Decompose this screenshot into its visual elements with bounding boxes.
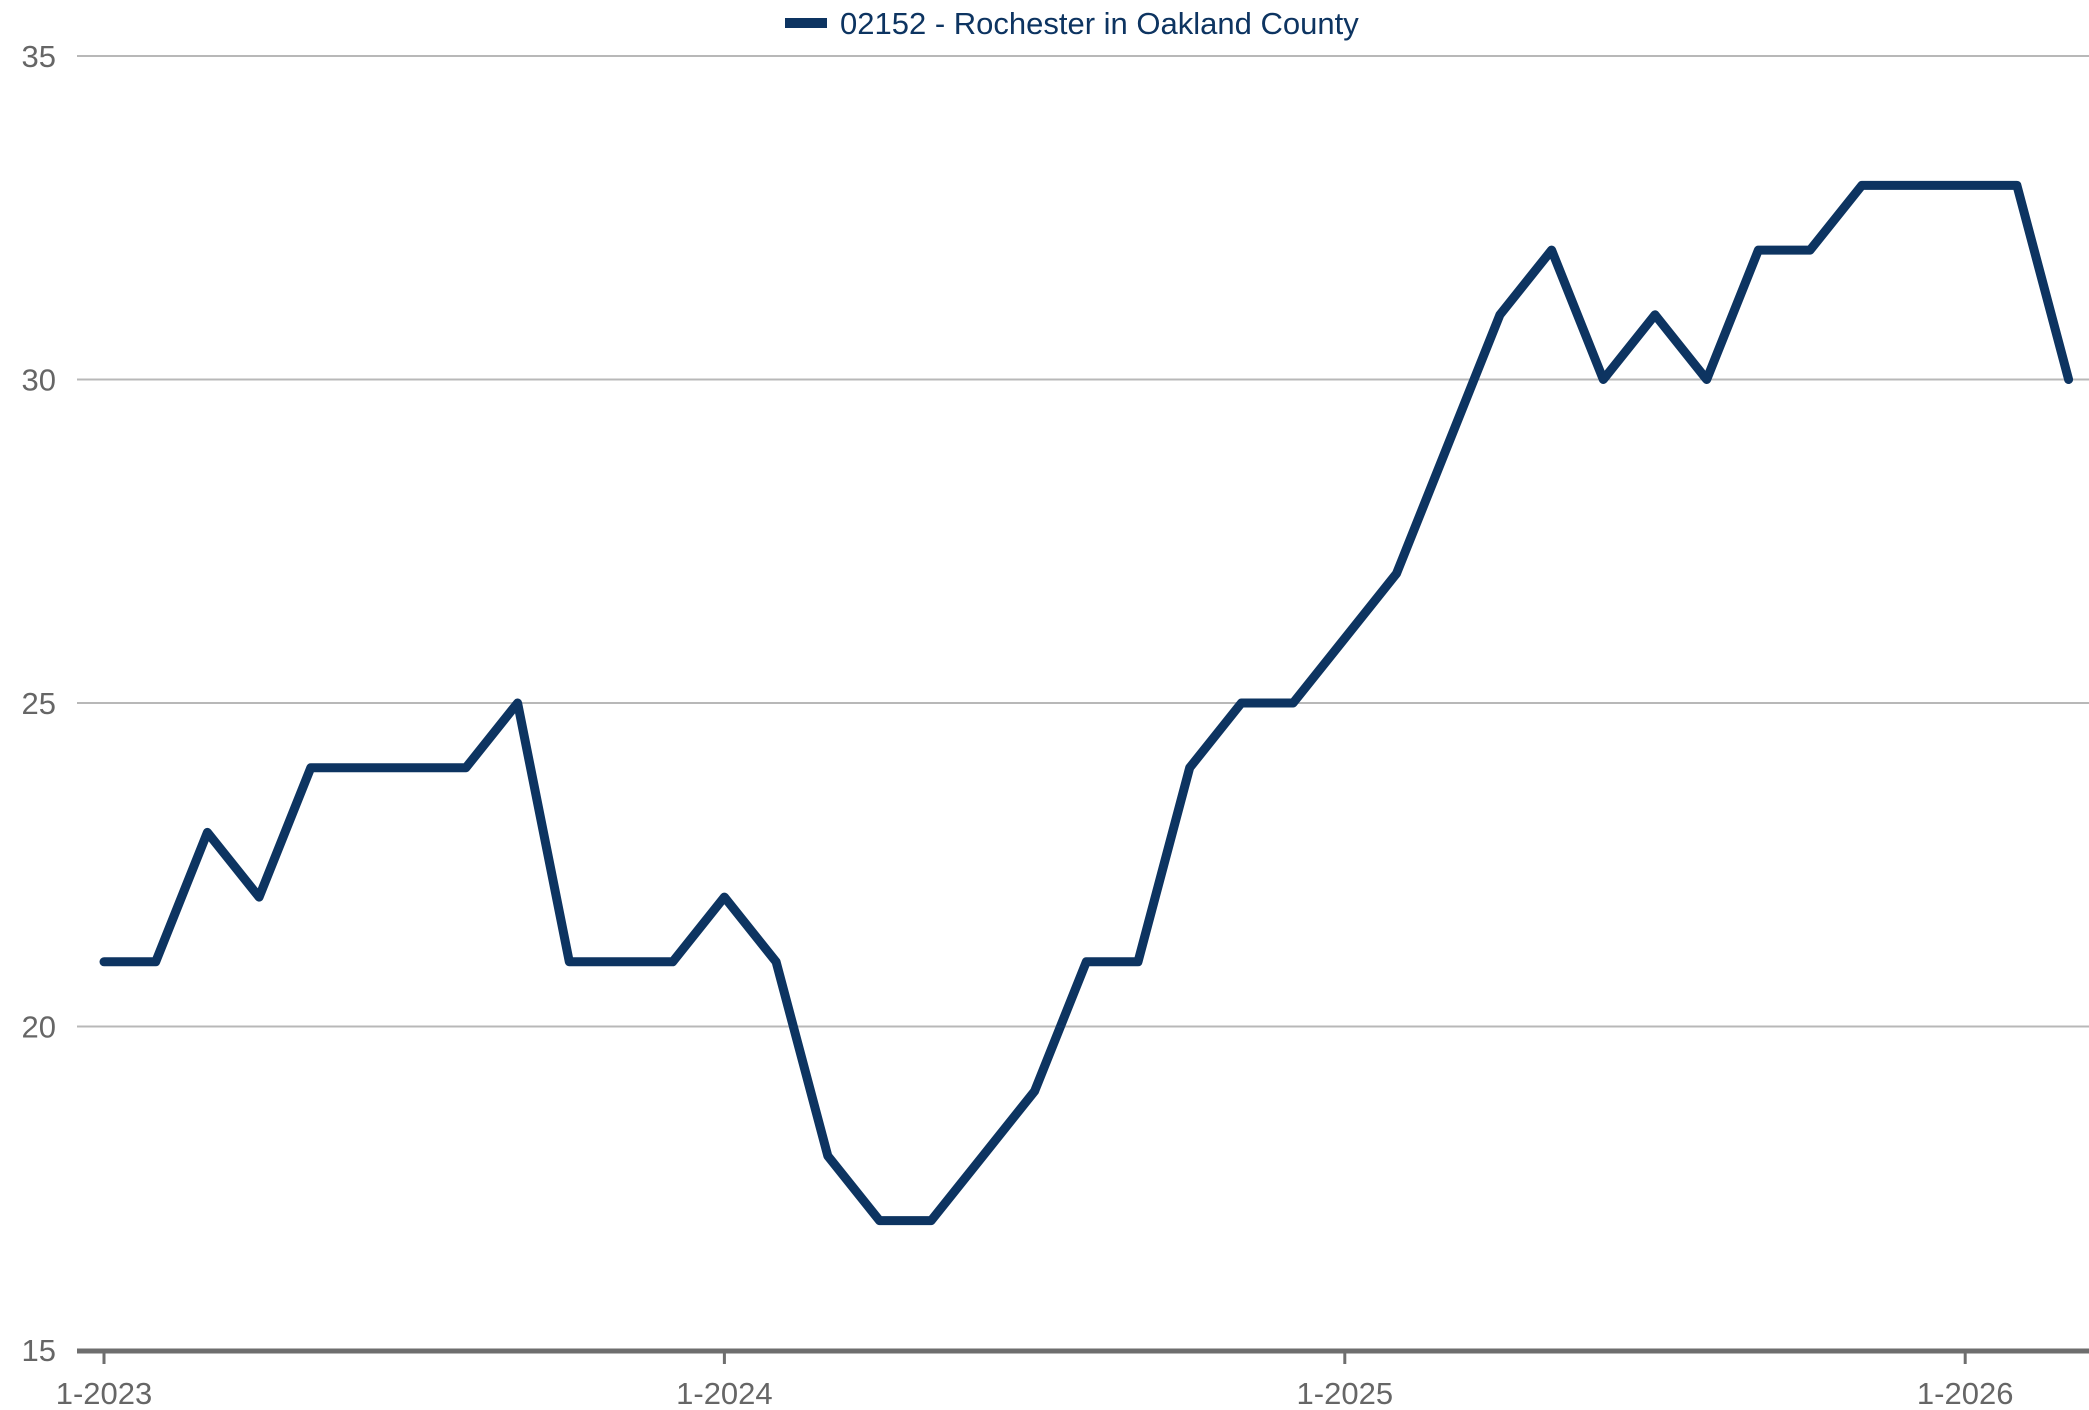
x-tick-label: 1-2025 bbox=[1297, 1376, 1394, 1410]
series-line bbox=[99, 180, 2074, 1226]
x-axis bbox=[77, 1348, 2089, 1364]
y-tick-label: 30 bbox=[22, 363, 56, 398]
x-tick-label: 1-2023 bbox=[56, 1376, 153, 1410]
legend[interactable]: 02152 - Rochester in Oakland County bbox=[785, 6, 1359, 41]
grid-lines bbox=[77, 55, 2089, 1028]
legend-label[interactable]: 02152 - Rochester in Oakland County bbox=[840, 6, 1359, 41]
y-tick-label: 15 bbox=[22, 1333, 56, 1368]
y-axis-tick-labels: 15 20 25 30 35 bbox=[22, 39, 56, 1368]
legend-swatch[interactable] bbox=[785, 18, 827, 28]
x-tick-label: 1-2024 bbox=[676, 1376, 773, 1410]
x-axis-tick-labels: 1-2023 1-2024 1-2025 1-2026 bbox=[56, 1376, 2014, 1410]
series-lines bbox=[99, 180, 2074, 1226]
y-tick-label: 35 bbox=[22, 39, 56, 74]
y-tick-label: 25 bbox=[22, 686, 56, 721]
y-tick-label: 20 bbox=[22, 1010, 56, 1045]
x-tick-label: 1-2026 bbox=[1917, 1376, 2014, 1410]
